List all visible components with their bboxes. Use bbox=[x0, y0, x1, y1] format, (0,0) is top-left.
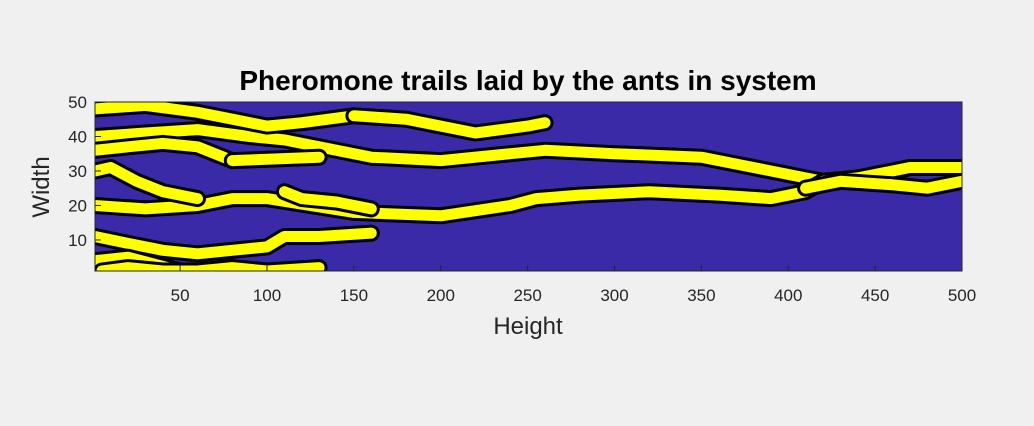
x-tick-label: 100 bbox=[253, 286, 281, 305]
x-axis-ticks: 50 100 150 200 250 300 350 400 450 500 bbox=[171, 265, 976, 305]
x-tick-label: 300 bbox=[600, 286, 628, 305]
trail-9 bbox=[95, 159, 206, 208]
trail-band bbox=[96, 262, 325, 271]
x-tick-label: 200 bbox=[427, 286, 455, 305]
x-tick-label: 250 bbox=[513, 286, 541, 305]
trail-11 bbox=[95, 259, 328, 271]
trail-band bbox=[95, 137, 238, 167]
x-tick-label: 150 bbox=[340, 286, 368, 305]
y-tick-label: 40 bbox=[68, 127, 87, 146]
trail-band bbox=[226, 151, 325, 167]
trail-band bbox=[95, 162, 203, 205]
x-tick-label: 400 bbox=[774, 286, 802, 305]
y-tick-label: 30 bbox=[68, 162, 87, 181]
x-axis-label: Height bbox=[493, 313, 563, 340]
trail-7 bbox=[95, 224, 380, 263]
y-tick-label: 20 bbox=[68, 196, 87, 215]
y-tick-label: 50 bbox=[68, 93, 87, 112]
y-tick-label: 10 bbox=[68, 231, 87, 250]
y-axis-label: Width bbox=[28, 156, 55, 217]
trail-band bbox=[800, 175, 962, 194]
plot-frame bbox=[94, 101, 963, 272]
x-tick-label: 500 bbox=[948, 286, 976, 305]
x-tick-label: 50 bbox=[171, 286, 190, 305]
x-tick-label: 350 bbox=[687, 286, 715, 305]
pheromone-trails bbox=[95, 102, 962, 271]
chart-title: Pheromone trails laid by the ants in sys… bbox=[239, 65, 816, 96]
y-axis-ticks: 10 20 30 40 50 bbox=[68, 93, 101, 250]
trail-band bbox=[278, 186, 377, 215]
trail-band bbox=[348, 110, 551, 139]
trail-3 bbox=[95, 102, 363, 135]
trail-12 bbox=[797, 172, 962, 197]
x-tick-label: 450 bbox=[861, 286, 889, 305]
trail-4 bbox=[345, 107, 554, 142]
trail-band bbox=[95, 102, 360, 132]
trail-8 bbox=[275, 183, 380, 218]
trail-6 bbox=[223, 148, 328, 170]
trail-5 bbox=[95, 134, 241, 170]
trail-band bbox=[95, 227, 377, 260]
